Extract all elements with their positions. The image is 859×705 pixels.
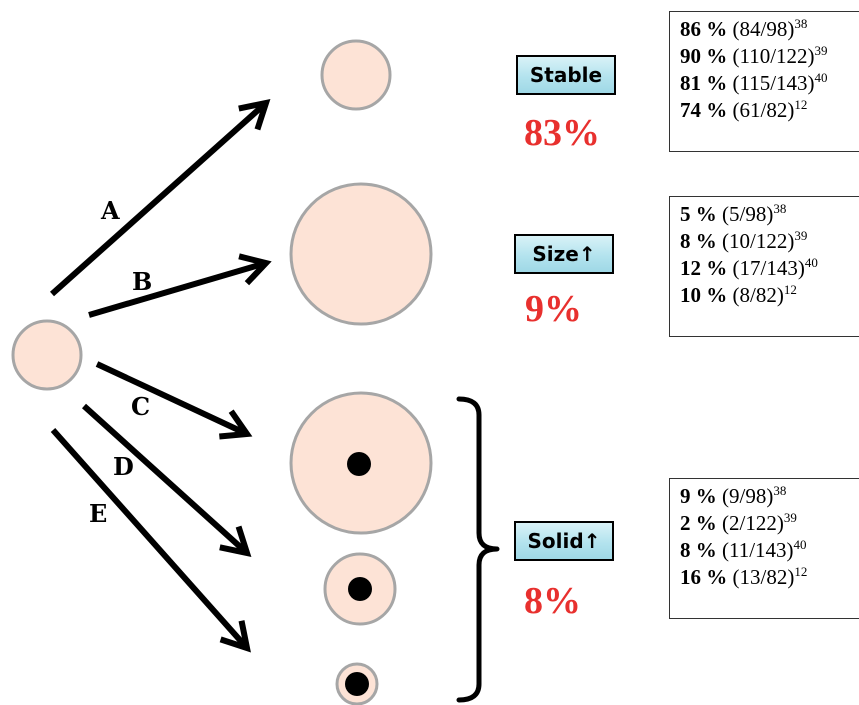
arrow-e <box>50 428 251 653</box>
category-percent-stable: 83% <box>524 112 600 154</box>
solid-component-small <box>345 672 369 696</box>
stat-row: 9 % (9/98)38 <box>680 483 787 508</box>
stable-nodule <box>320 39 392 111</box>
arrow-c <box>95 361 253 440</box>
origin-nodule <box>11 319 83 391</box>
stat-row: 81 % (115/143)40 <box>680 70 828 95</box>
stat-row: 2 % (2/122)39 <box>680 510 797 535</box>
arrow-label-a: A <box>100 196 120 225</box>
stat-row: 86 % (84/98)38 <box>680 16 808 41</box>
solid-component-large <box>347 452 371 476</box>
category-percent-size: 9% <box>525 288 582 330</box>
stat-row: 10 % (8/82)12 <box>680 282 797 307</box>
stat-row: 8 % (10/122)39 <box>680 228 808 253</box>
arrow-label-d: D <box>113 452 134 481</box>
arrow-label-e: E <box>89 499 107 528</box>
stat-row: 5 % (5/98)38 <box>680 201 787 226</box>
arrow-b <box>88 253 272 318</box>
stats-box-stable: 86 % (84/98)38 90 % (110/122)39 81 % (11… <box>669 11 859 152</box>
category-label-solid: Solid↑ <box>514 521 614 561</box>
stat-row: 12 % (17/143)40 <box>680 255 818 280</box>
enlarged-nodule <box>289 182 433 326</box>
solid-group-bracket <box>456 396 500 703</box>
arrow-d <box>81 403 252 557</box>
stats-box-size: 5 % (5/98)38 8 % (10/122)39 12 % (17/143… <box>669 196 859 337</box>
stat-row: 90 % (110/122)39 <box>680 43 828 68</box>
category-label-stable: Stable <box>516 55 616 95</box>
solid-component-medium <box>348 577 372 601</box>
stats-box-solid: 9 % (9/98)38 2 % (2/122)39 8 % (11/143)4… <box>669 478 859 619</box>
stat-row: 8 % (11/143)40 <box>680 537 807 562</box>
stat-row: 16 % (13/82)12 <box>680 564 808 589</box>
arrow-a <box>50 99 271 297</box>
stat-row: 74 % (61/82)12 <box>680 97 808 122</box>
arrow-label-c: C <box>131 392 150 421</box>
category-percent-solid: 8% <box>524 580 581 622</box>
category-label-size: Size↑ <box>514 234 614 274</box>
arrow-label-b: B <box>132 267 152 296</box>
